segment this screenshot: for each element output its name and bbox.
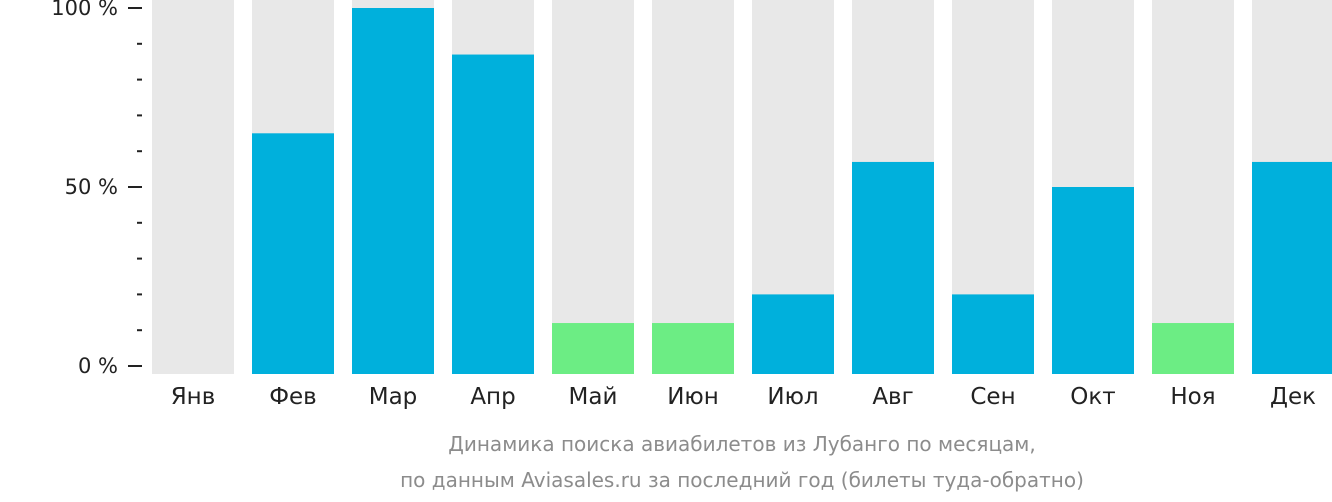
x-tick-label: Дек bbox=[1270, 384, 1316, 410]
chart-caption-line-1: Динамика поиска авиабилетов из Лубанго п… bbox=[448, 432, 1036, 456]
x-tick-label: Фев bbox=[269, 384, 317, 410]
bar bbox=[452, 54, 534, 374]
bar bbox=[652, 323, 734, 374]
x-tick-label: Сен bbox=[970, 384, 1015, 410]
x-tick-label: Авг bbox=[872, 384, 913, 410]
bar bbox=[852, 161, 934, 374]
background-bar bbox=[552, 0, 634, 374]
bar bbox=[252, 133, 334, 374]
x-tick-label: Июн bbox=[667, 384, 719, 410]
x-tick-label: Апр bbox=[470, 384, 515, 410]
background-bar bbox=[652, 0, 734, 374]
bar bbox=[952, 294, 1034, 374]
data-bars bbox=[252, 8, 1332, 374]
x-tick-label: Май bbox=[569, 384, 618, 410]
y-axis: 0 % 50 % 100 % bbox=[51, 0, 142, 378]
bar bbox=[1052, 187, 1134, 374]
bar bbox=[352, 8, 434, 374]
bar bbox=[1152, 323, 1234, 374]
bar bbox=[752, 294, 834, 374]
bar-chart: 0 % 50 % 100 % Янв Фев Мар Апр Май Июн Июл Авг Сен… bbox=[51, 0, 1332, 410]
y-tick-label: 100 % bbox=[51, 0, 118, 20]
x-tick-label: Янв bbox=[171, 384, 216, 410]
y-tick-label: 0 % bbox=[78, 354, 118, 378]
bar bbox=[1252, 161, 1332, 374]
chart-caption-line-2: по данным Aviasales.ru за последний год … bbox=[400, 468, 1084, 492]
background-bar bbox=[152, 0, 234, 374]
background-bar bbox=[1152, 0, 1234, 374]
y-tick-label: 50 % bbox=[65, 175, 118, 199]
x-tick-label: Мар bbox=[369, 384, 418, 410]
x-tick-label: Окт bbox=[1070, 384, 1115, 410]
x-tick-label: Ноя bbox=[1170, 384, 1215, 410]
x-tick-label: Июл bbox=[767, 384, 818, 410]
bar bbox=[552, 323, 634, 374]
x-axis-labels: Янв Фев Мар Апр Май Июн Июл Авг Сен Окт Ноя Дек bbox=[171, 384, 1316, 410]
